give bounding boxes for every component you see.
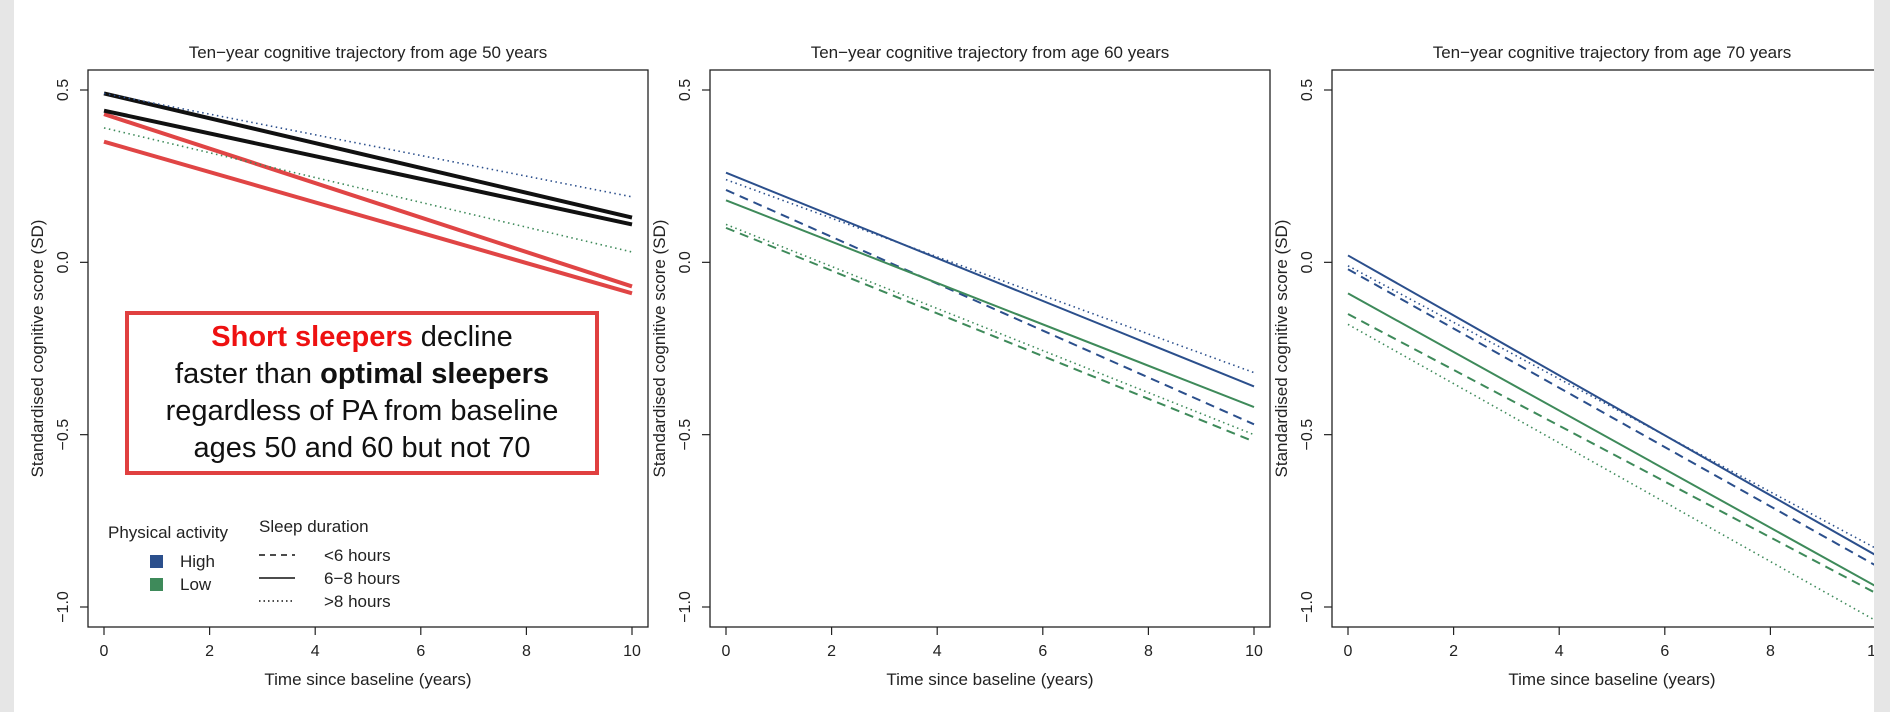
series-line-2-5 <box>725 223 1255 436</box>
series-line-1-2 <box>103 91 633 220</box>
trajectory-charts: Ten−year cognitive trajectory from age 5… <box>28 43 1874 689</box>
series-line-1-0 <box>103 112 633 289</box>
series-line-2-3 <box>725 199 1255 409</box>
y-tick-label-1-2: 0.0 <box>55 251 72 273</box>
series-line-2-4 <box>725 226 1255 443</box>
legend-label-low: Low <box>180 575 212 594</box>
callout-ages: ages 50 and 60 but not 70 <box>193 432 531 464</box>
plot-frame-2 <box>709 69 1271 628</box>
x-tick-label-3-1: 2 <box>1449 643 1458 660</box>
series-line-2-0 <box>725 171 1255 388</box>
callout-box: Short sleepers decline faster than optim… <box>125 311 599 475</box>
y-axis-label-2: Standardised cognitive score (SD) <box>650 220 669 478</box>
series-line-3-3 <box>1347 292 1874 587</box>
series-line-1-4 <box>103 92 633 198</box>
series-line-1-1 <box>103 139 633 296</box>
x-tick-label-1-5: 10 <box>623 643 641 660</box>
y-tick-label-1-3: 0.5 <box>55 79 72 101</box>
callout-faster-than: faster than <box>175 358 321 390</box>
series-line-3-0 <box>1347 254 1874 556</box>
x-tick-label-1-1: 2 <box>205 643 214 660</box>
legend-label-high: High <box>180 552 215 571</box>
x-tick-label-2-4: 8 <box>1144 643 1153 660</box>
x-tick-label-3-3: 6 <box>1660 643 1669 660</box>
x-tick-label-3-5: 10 <box>1867 643 1874 660</box>
x-tick-label-1-4: 8 <box>522 643 531 660</box>
x-axis-label-1: Time since baseline (years) <box>264 670 471 689</box>
y-tick-label-2-3: 0.5 <box>677 79 694 101</box>
series-line-3-4 <box>1347 313 1874 594</box>
y-tick-label-3-3: 0.5 <box>1299 79 1316 101</box>
callout-optimal-sleepers: optimal sleepers <box>320 358 549 390</box>
chart-title-3: Ten−year cognitive trajectory from age 7… <box>1433 43 1792 62</box>
chart-title-1: Ten−year cognitive trajectory from age 5… <box>189 43 548 62</box>
y-axis-label-1: Standardised cognitive score (SD) <box>28 220 47 478</box>
x-tick-label-3-4: 8 <box>1766 643 1775 660</box>
callout-decline: decline <box>412 321 513 353</box>
series-line-3-1 <box>1347 268 1874 566</box>
panel-1: Ten−year cognitive trajectory from age 5… <box>28 43 649 689</box>
y-tick-label-3-1: −0.5 <box>1299 419 1316 451</box>
callout-regardless: regardless of PA from baseline <box>165 395 559 427</box>
legend-swatch-high <box>150 555 163 568</box>
plot-frame-3 <box>1331 69 1874 628</box>
series-line-3-2 <box>1347 265 1874 549</box>
x-tick-label-3-2: 4 <box>1555 643 1564 660</box>
plot-frame-1 <box>87 69 649 628</box>
panel-3: Ten−year cognitive trajectory from age 7… <box>1272 43 1874 689</box>
legend-pa-title: Physical activity <box>108 523 228 542</box>
legend-sleep-title: Sleep duration <box>259 517 369 536</box>
x-tick-label-3-0: 0 <box>1344 643 1353 660</box>
y-tick-label-3-2: 0.0 <box>1299 251 1316 273</box>
figure-frame: Ten−year cognitive trajectory from age 5… <box>14 0 1874 712</box>
x-tick-label-2-5: 10 <box>1245 643 1263 660</box>
y-tick-label-2-0: −1.0 <box>677 591 694 623</box>
y-tick-label-2-1: −0.5 <box>677 419 694 451</box>
y-tick-label-3-0: −1.0 <box>1299 591 1316 623</box>
series-line-1-5 <box>103 127 633 253</box>
x-axis-label-2: Time since baseline (years) <box>886 670 1093 689</box>
callout-text: Short sleepers decline faster than optim… <box>166 319 559 467</box>
x-tick-label-2-0: 0 <box>722 643 731 660</box>
series-line-1-3 <box>103 108 633 227</box>
x-tick-label-1-2: 4 <box>311 643 320 660</box>
y-tick-label-1-1: −0.5 <box>55 419 72 451</box>
series-line-2-2 <box>725 178 1255 374</box>
x-axis-label-3: Time since baseline (years) <box>1508 670 1715 689</box>
panels-group: Ten−year cognitive trajectory from age 5… <box>28 43 1874 689</box>
x-tick-label-1-3: 6 <box>416 643 425 660</box>
callout-short-sleepers: Short sleepers <box>211 321 413 353</box>
x-tick-label-2-1: 2 <box>827 643 836 660</box>
legend: Physical activity High Low Sleep duratio… <box>108 517 400 611</box>
legend-label-long: >8 hours <box>324 592 391 611</box>
x-tick-label-1-0: 0 <box>100 643 109 660</box>
y-tick-label-2-2: 0.0 <box>677 251 694 273</box>
panel-2: Ten−year cognitive trajectory from age 6… <box>650 43 1271 689</box>
legend-label-short: <6 hours <box>324 546 391 565</box>
legend-swatch-low <box>150 578 163 591</box>
series-line-3-5 <box>1347 323 1874 621</box>
x-tick-label-2-2: 4 <box>933 643 942 660</box>
chart-title-2: Ten−year cognitive trajectory from age 6… <box>811 43 1170 62</box>
legend-label-optimal: 6−8 hours <box>324 569 400 588</box>
x-tick-label-2-3: 6 <box>1038 643 1047 660</box>
y-tick-label-1-0: −1.0 <box>55 591 72 623</box>
y-axis-label-3: Standardised cognitive score (SD) <box>1272 220 1291 478</box>
series-line-2-1 <box>725 189 1255 426</box>
